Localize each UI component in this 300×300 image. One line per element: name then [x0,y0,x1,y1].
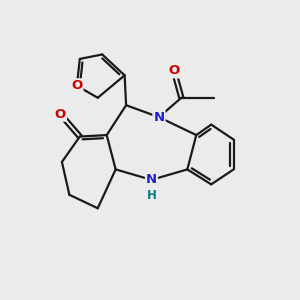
Text: O: O [55,108,66,121]
Text: N: N [146,173,157,186]
Text: O: O [168,64,179,77]
Text: O: O [71,79,82,92]
Text: N: N [153,111,164,124]
Text: H: H [147,189,156,202]
